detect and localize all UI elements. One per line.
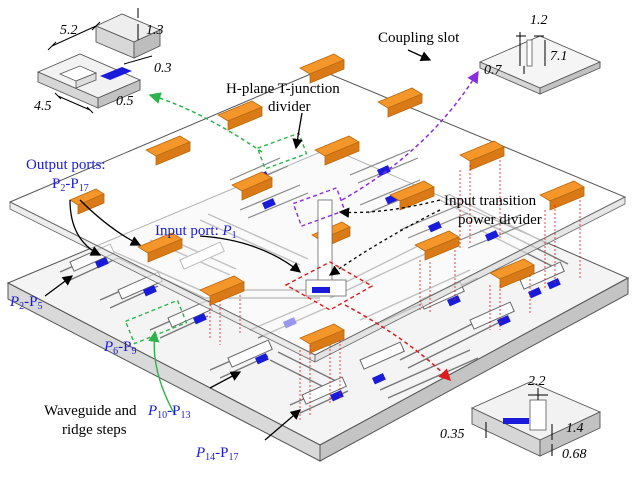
input-port-label: Input port: P1 — [155, 223, 237, 241]
inset-top-left — [36, 8, 162, 114]
output-ports-label-range: P2-P17 — [52, 176, 89, 194]
inset-top-right — [478, 32, 602, 95]
dim-br-0-68: 0.68 — [562, 447, 587, 462]
port-group-p10-p13: P10-P13 — [148, 403, 191, 421]
dim-tl-5-2: 5.2 — [60, 23, 78, 38]
port-group-p6-p9: P6-P9 — [104, 339, 137, 357]
port-group-p2-p5: P2-P5 — [10, 294, 43, 312]
waveguide-steps-highlight — [124, 299, 188, 345]
coupling-slot-callout — [341, 70, 479, 201]
h-plane-label-line2: divider — [268, 99, 311, 115]
dim-tr-1-2: 1.2 — [530, 13, 548, 28]
input-transition-highlight — [284, 261, 374, 311]
dim-br-1-4: 1.4 — [566, 421, 584, 436]
t-junction-callout — [148, 92, 263, 153]
output-ports-label-line1: Output ports: — [26, 157, 106, 173]
radiating-layer — [8, 69, 627, 363]
dim-tr-7-1: 7.1 — [550, 49, 568, 64]
waveguide-label-line2: ridge steps — [62, 422, 127, 438]
dim-br-2-2: 2.2 — [528, 374, 546, 389]
dim-tl-4-5: 4.5 — [34, 99, 52, 114]
dim-tl-0-3: 0.3 — [154, 61, 172, 76]
dim-tr-0-7: 0.7 — [484, 63, 502, 78]
coupling-slot-highlight — [292, 186, 346, 228]
label-arrows — [44, 49, 441, 441]
dim-br-0-35: 0.35 — [440, 427, 465, 442]
input-transition-callout — [344, 304, 452, 382]
waveguide-arrow — [148, 330, 176, 416]
h-plane-label-line1: H-plane T-junction — [226, 81, 340, 97]
input-transition-label-line1: Input transition — [444, 193, 537, 209]
dim-tl-1-3: 1.3 — [146, 23, 164, 38]
dim-tl-0-5: 0.5 — [116, 94, 134, 109]
inset-bottom-right — [470, 381, 602, 457]
port-group-p14-p17: P14-P17 — [196, 445, 239, 463]
radiating-patches — [69, 53, 585, 354]
coupling-slot-label: Coupling slot — [378, 30, 460, 46]
input-transition-block — [305, 199, 347, 297]
waveguide-label-line1: Waveguide and — [44, 403, 137, 419]
projection-lines — [209, 160, 581, 420]
input-transition-label-line2: power divider — [458, 212, 542, 228]
